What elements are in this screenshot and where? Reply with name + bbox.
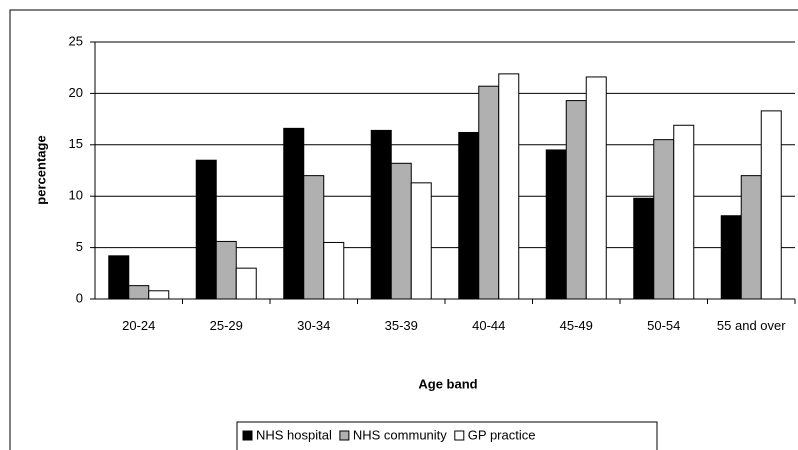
bar bbox=[215, 240, 237, 300]
bar bbox=[283, 127, 305, 300]
x-tick-label: 55 and over bbox=[716, 318, 786, 333]
x-tick-label: 45-49 bbox=[559, 318, 593, 333]
bar bbox=[720, 215, 742, 300]
bar bbox=[303, 175, 325, 300]
x-tick-label: 40-44 bbox=[472, 318, 506, 333]
y-tick-label: 25 bbox=[69, 33, 83, 48]
bar bbox=[585, 76, 607, 300]
legend-swatch bbox=[242, 430, 253, 441]
legend-label: NHS community bbox=[353, 427, 447, 442]
x-tick-label: 25-29 bbox=[209, 318, 243, 333]
legend-label: NHS hospital bbox=[256, 427, 332, 442]
bar bbox=[128, 285, 150, 300]
bar bbox=[673, 124, 695, 300]
y-tick-label: 10 bbox=[69, 188, 83, 203]
bar bbox=[370, 129, 392, 300]
bar bbox=[760, 110, 782, 300]
chart-frame bbox=[9, 9, 798, 450]
legend-swatch bbox=[454, 430, 465, 441]
bar bbox=[458, 131, 480, 300]
x-tick-label: 30-34 bbox=[297, 318, 331, 333]
legend-label: GP practice bbox=[468, 427, 536, 442]
bar bbox=[633, 197, 655, 300]
bar bbox=[740, 175, 762, 300]
bar bbox=[653, 139, 675, 300]
bar bbox=[148, 290, 170, 300]
legend-box bbox=[236, 421, 658, 450]
bar bbox=[195, 159, 217, 300]
bar bbox=[410, 182, 432, 300]
bar bbox=[235, 267, 257, 300]
y-tick-label: 5 bbox=[76, 239, 83, 254]
y-tick-label: 20 bbox=[69, 85, 83, 100]
bar bbox=[478, 85, 500, 300]
y-tick-label: 15 bbox=[69, 136, 83, 151]
bar bbox=[498, 73, 520, 300]
legend-swatch bbox=[339, 430, 350, 441]
x-tick-label: 20-24 bbox=[122, 318, 156, 333]
bar bbox=[390, 162, 412, 300]
y-axis-title: percentage bbox=[33, 135, 48, 204]
x-tick-label: 35-39 bbox=[384, 318, 418, 333]
y-tick-label: 0 bbox=[76, 290, 83, 305]
x-tick-label: 50-54 bbox=[647, 318, 681, 333]
x-axis-title: Age band bbox=[418, 376, 477, 391]
bar bbox=[565, 100, 587, 300]
bar bbox=[108, 255, 130, 300]
bar bbox=[323, 241, 345, 300]
bar bbox=[545, 149, 567, 300]
